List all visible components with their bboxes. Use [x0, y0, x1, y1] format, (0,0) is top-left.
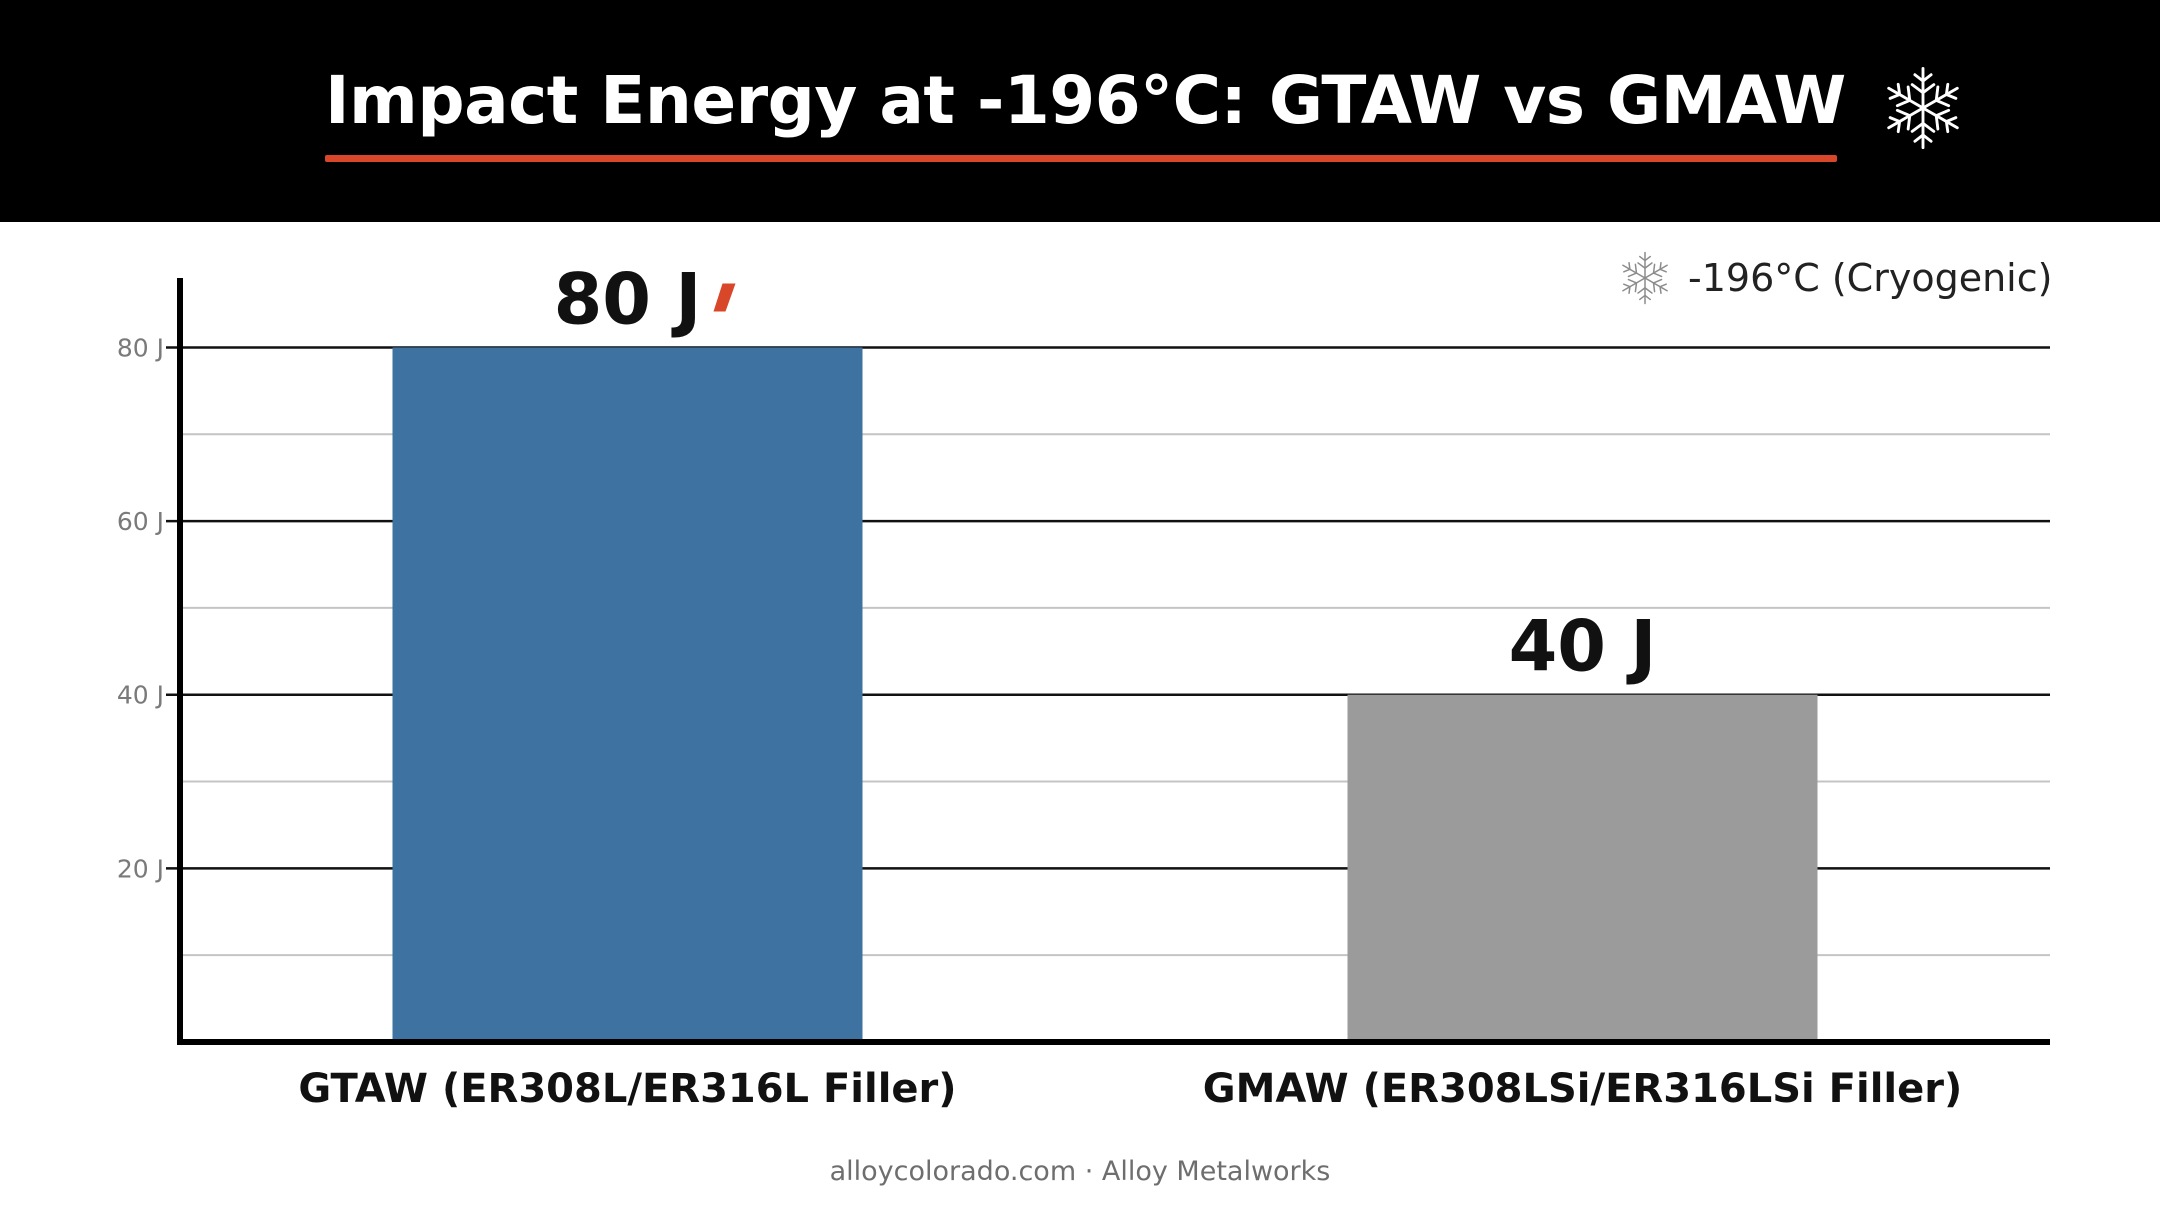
snowflake-icon [1618, 251, 1672, 305]
title-underline [325, 155, 1837, 162]
accent-mark [713, 283, 736, 312]
value-label: 40 J [1509, 606, 1657, 688]
snowflake-icon [1881, 66, 1965, 150]
footer-credit: alloycolorado.com · Alloy Metalworks [829, 1156, 1331, 1187]
title-banner: Impact Energy at -196°C: GTAW vs GMAW [0, 0, 2160, 222]
bar-chart: 20 J 40 J 60 J 80 J 80 J GTAW (ER308L/ER316L … [117, 258, 2050, 1112]
page-title: Impact Energy at -196°C: GTAW vs GMAW [325, 62, 1846, 139]
legend-label: -196°C (Cryogenic) [1688, 256, 2053, 300]
x-category-label: GTAW (ER308L/ER316L Filler) [298, 1066, 956, 1112]
bar [1347, 694, 1818, 1042]
x-category-label: GMAW (ER308LSi/ER316LSi Filler) [1203, 1066, 1963, 1112]
value-label: 80 J [554, 258, 702, 340]
y-tick-label: 40 J [117, 681, 164, 710]
legend: -196°C (Cryogenic) [1616, 248, 2052, 308]
y-tick-label: 60 J [117, 507, 164, 536]
y-tick-label: 80 J [117, 333, 164, 362]
y-tick-label: 20 J [117, 854, 164, 883]
bar [392, 347, 863, 1042]
